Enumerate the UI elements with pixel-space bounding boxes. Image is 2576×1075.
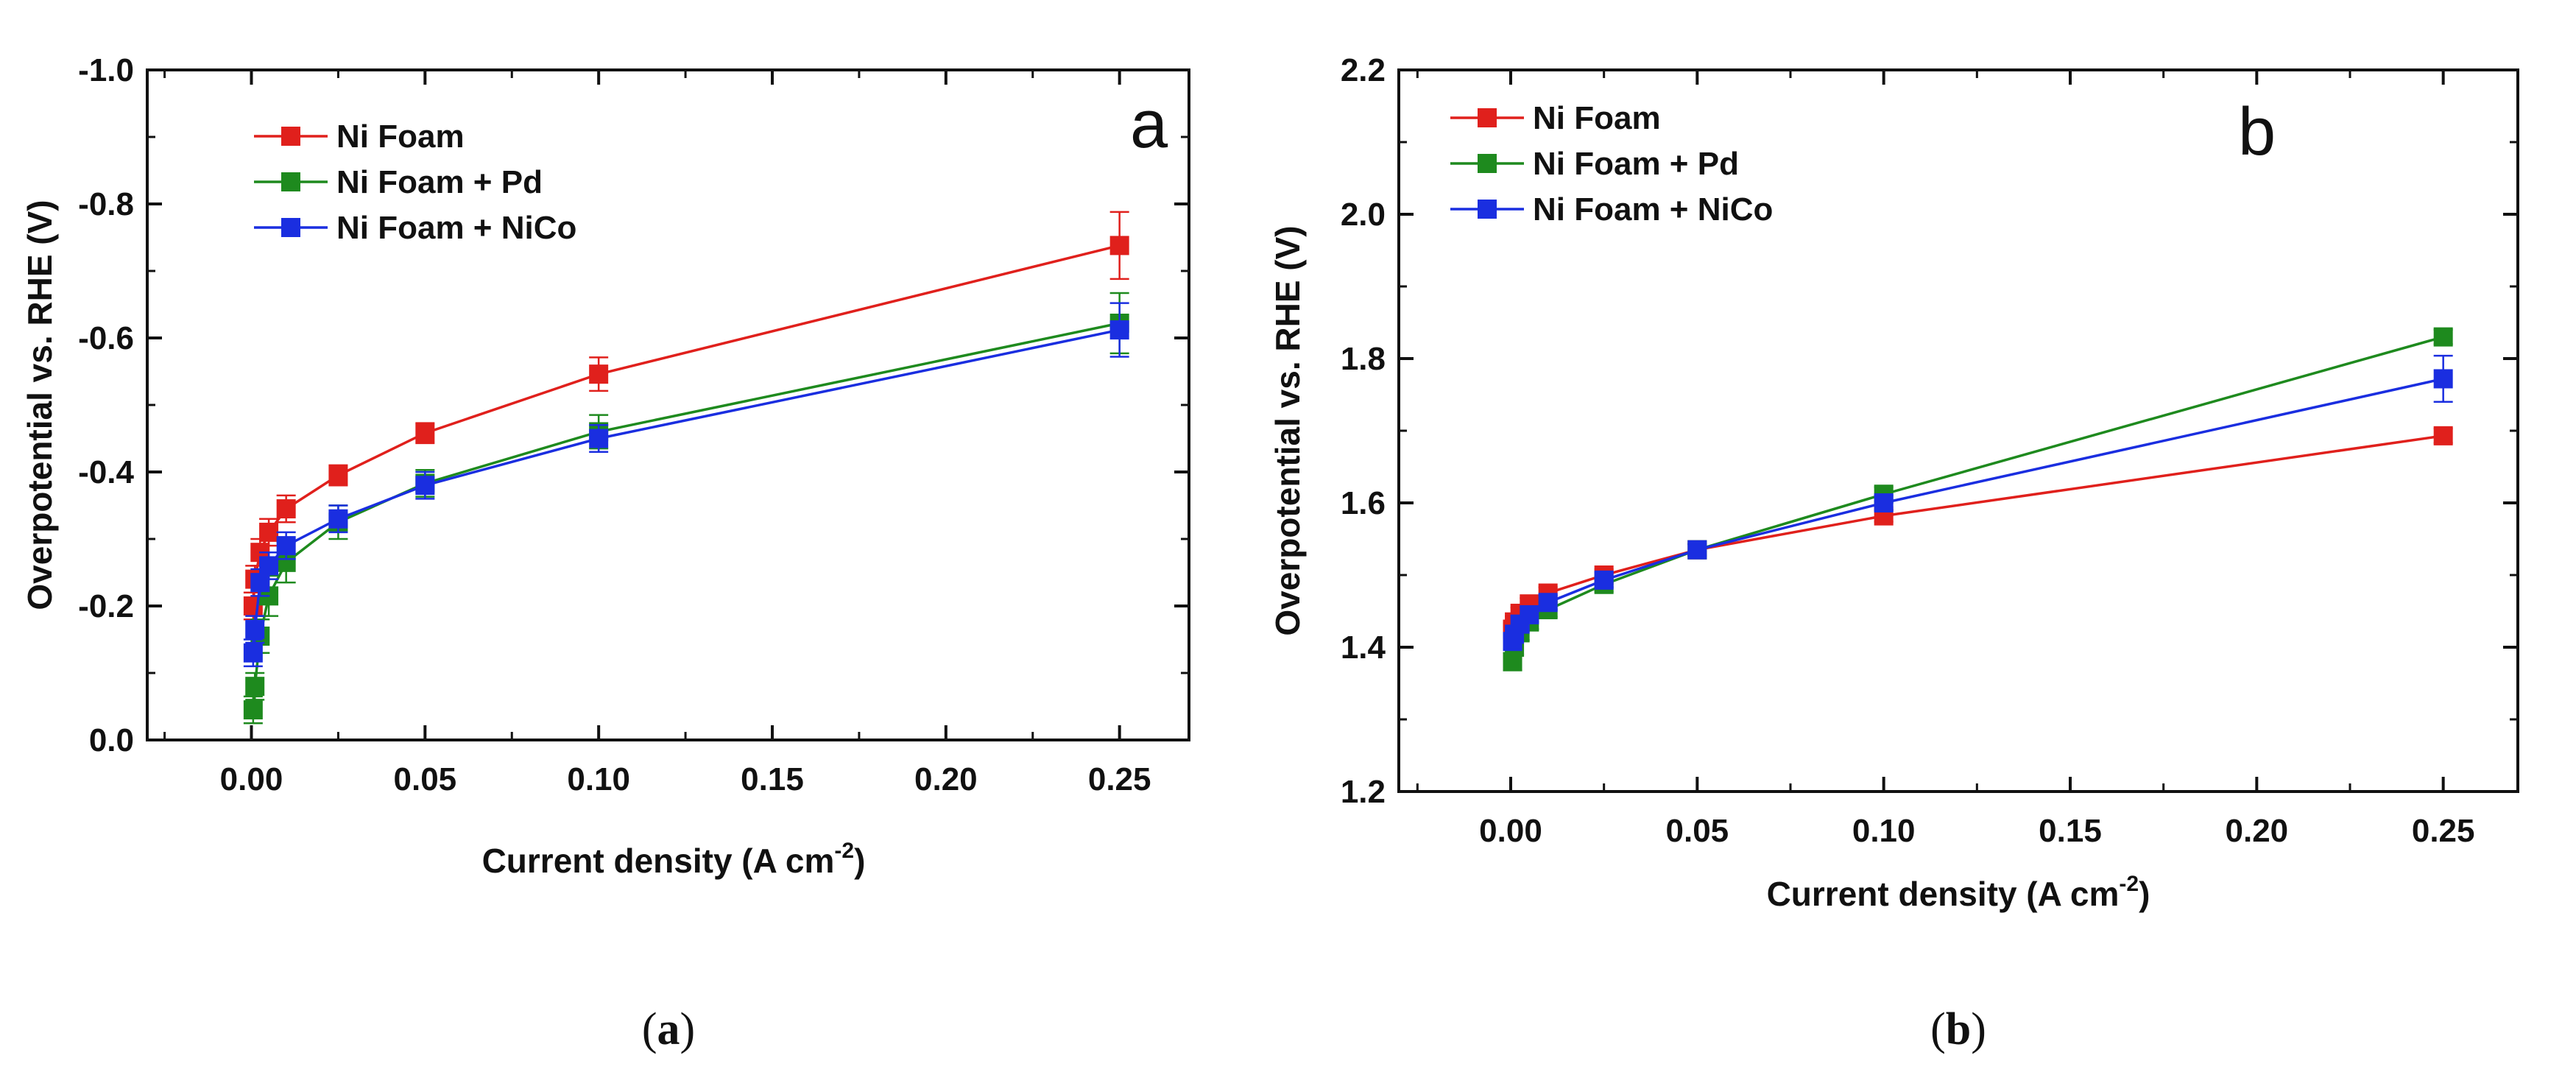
x-tick-label: 0.25: [1088, 761, 1151, 797]
chart-panel-a: 0.00 0.05 0.10 0.15 0.20 0.25 0.0 -0.2 -0.4 -0.6 -…: [21, 52, 1190, 1054]
x-tick-label: 0.25: [2412, 813, 2475, 849]
x-axis-title-sup: -2: [2119, 872, 2139, 896]
legend-label: Ni Foam + Pd: [1533, 146, 1739, 182]
plot-frame: [146, 68, 1190, 741]
x-tick-label: 0.10: [1852, 813, 1916, 849]
data-point: [1594, 570, 1614, 590]
legend-marker: [1478, 200, 1497, 219]
y-axis-title: Overpotential vs. RHE (V): [21, 200, 59, 610]
y-tick-label: 2.0: [1341, 197, 1386, 233]
x-tick-label: 0.00: [1479, 813, 1542, 849]
y-tick-label: 1.2: [1341, 774, 1386, 810]
x-axis-title-main: Current density (A cm: [1767, 875, 2120, 913]
caption-close: ): [1971, 1004, 1986, 1054]
y-tick-label: -0.2: [78, 588, 134, 624]
data-point: [1520, 605, 1539, 624]
caption-open: (: [1930, 1004, 1946, 1054]
y-tick-label: 1.8: [1341, 341, 1386, 377]
data-point: [328, 509, 348, 529]
data-point: [328, 465, 348, 485]
series-ni-foam-nico: Ni Foam + NiCo: [1450, 191, 2453, 652]
series-line: [252, 244, 1121, 607]
x-tick-label: 0.00: [220, 761, 283, 797]
data-point: [2433, 426, 2453, 445]
data-point: [245, 677, 265, 697]
data-point: [276, 536, 296, 556]
x-axis-title-sup: -2: [834, 839, 854, 863]
data-point: [245, 619, 265, 639]
panel-letter: a: [1130, 87, 1168, 162]
series-ni-foam-pd: Ni Foam + Pd: [243, 164, 1129, 725]
panel-caption: (b): [1930, 1004, 1986, 1054]
y-axis-title: Overpotential vs. RHE (V): [1268, 225, 1307, 635]
y-tick-label: 2.2: [1341, 52, 1386, 88]
x-axis-title: Current density (A cm-2): [1767, 872, 2150, 913]
data-point: [415, 476, 435, 496]
caption-close: ): [680, 1004, 696, 1054]
legend-label: Ni Foam + NiCo: [1533, 191, 1773, 228]
series-line: [252, 322, 1121, 711]
data-point: [2433, 369, 2453, 389]
y-tick-label: 1.6: [1341, 485, 1386, 521]
legend-marker: [281, 127, 300, 146]
legend-label: Ni Foam: [1533, 100, 1661, 136]
y-tick-label: -1.0: [78, 52, 134, 88]
x-tick-label: 0.15: [741, 761, 804, 797]
x-tick-label: 0.05: [394, 761, 457, 797]
data-point: [415, 423, 435, 443]
data-point: [1874, 493, 1894, 512]
data-point: [259, 556, 279, 576]
x-axis-title-close: ): [854, 842, 865, 880]
x-tick-label: 0.20: [2226, 813, 2289, 849]
caption-letter: a: [657, 1004, 680, 1054]
legend-marker: [281, 218, 300, 237]
x-tick-label: 0.15: [2039, 813, 2102, 849]
caption-letter: b: [1946, 1004, 1971, 1054]
caption-open: (: [642, 1004, 657, 1054]
data-point: [2433, 327, 2453, 347]
legend-label: Ni Foam + NiCo: [336, 210, 576, 246]
chart-panel-b: 0.00 0.05 0.10 0.15 0.20 0.25 1.2 1.4 1.6 1.8 2.0 2…: [1268, 52, 2519, 1054]
legend-marker: [281, 172, 300, 191]
panel-letter: b: [2238, 94, 2276, 169]
data-point: [1109, 236, 1129, 255]
y-tick-label: -0.4: [78, 454, 134, 490]
data-point: [1109, 320, 1129, 340]
data-point: [276, 499, 296, 519]
legend-marker: [1478, 154, 1497, 173]
data-point: [1687, 540, 1707, 560]
x-axis-title-main: Current density (A cm: [482, 842, 835, 880]
legend-marker: [1478, 108, 1497, 127]
data-point: [243, 643, 263, 663]
series-line: [1511, 434, 2443, 630]
series-line: [1511, 377, 2444, 642]
data-point: [1538, 593, 1558, 613]
y-tick-label: 0.0: [89, 722, 134, 758]
data-point: [259, 522, 279, 542]
series-ni-foam-nico: Ni Foam + NiCo: [243, 210, 1129, 668]
series-line: [252, 328, 1121, 653]
data-point: [250, 573, 270, 593]
x-axis-title-close: ): [2139, 875, 2150, 913]
series-ni-foam: Ni Foam: [243, 119, 1129, 621]
y-tick-label: -0.8: [78, 186, 134, 222]
x-tick-label: 0.05: [1666, 813, 1729, 849]
data-point: [589, 429, 609, 448]
x-tick-label: 0.20: [914, 761, 978, 797]
panel-caption: (a): [642, 1004, 695, 1054]
legend-label: Ni Foam: [336, 119, 465, 155]
y-tick-label: 1.4: [1341, 630, 1386, 666]
y-tick-label: -0.6: [78, 320, 134, 356]
series-line: [1511, 335, 2444, 662]
data-point: [589, 364, 609, 384]
x-tick-label: 0.10: [567, 761, 630, 797]
legend-label: Ni Foam + Pd: [336, 164, 543, 200]
data-point: [243, 700, 263, 720]
x-axis-title: Current density (A cm-2): [482, 839, 866, 880]
